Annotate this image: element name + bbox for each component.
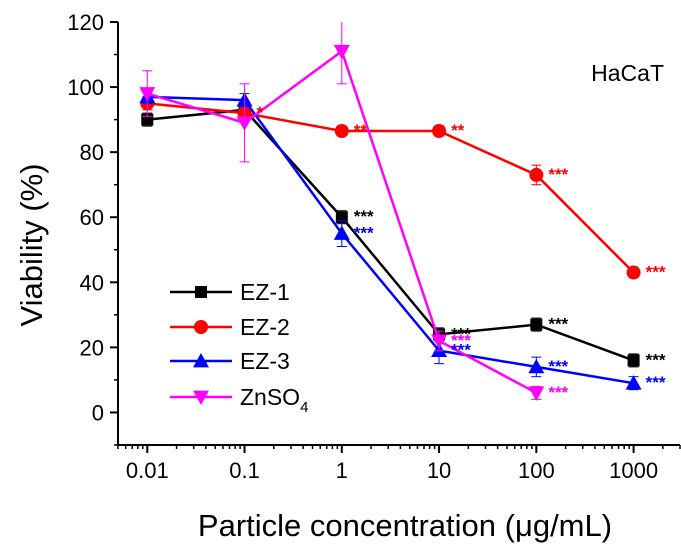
significance-label: *** (451, 331, 471, 350)
legend-label: EZ-1 (240, 279, 290, 305)
series-line (147, 102, 635, 274)
x-tick-label: 1 (336, 458, 348, 483)
series-ZnSO4 (139, 22, 545, 401)
y-tick-label: 20 (80, 335, 104, 360)
significance-label: ** (354, 121, 368, 140)
legend-marker (193, 390, 209, 405)
data-point (528, 386, 545, 401)
data-group (139, 22, 642, 401)
significance-label: *** (354, 207, 374, 226)
series-line (147, 95, 634, 385)
data-point (529, 167, 544, 182)
significance-label: *** (646, 373, 666, 392)
series-EZ-2 (140, 96, 641, 280)
legend-marker (193, 353, 209, 368)
data-point (528, 358, 545, 374)
data-point (431, 334, 448, 349)
legend-label: EZ-2 (240, 314, 290, 340)
x-tick-label: 1000 (609, 458, 658, 483)
legend-label: EZ-3 (240, 348, 290, 374)
legend-label-main: ZnSO (240, 384, 300, 410)
significance-label: *** (548, 357, 568, 376)
data-point (333, 225, 350, 240)
legend: EZ-1 EZ-2 EZ-3 ZnSO4 (170, 279, 308, 416)
significance-label: *** (548, 315, 568, 334)
y-tick-label: 0 (92, 400, 104, 425)
data-point (236, 116, 253, 131)
y-tick-label: 60 (80, 205, 104, 230)
data-point (625, 375, 642, 390)
y-tick-label: 100 (67, 75, 104, 100)
x-tick-label: 100 (518, 458, 555, 483)
y-tick-label: 80 (80, 140, 104, 165)
x-axis-label-main: Particle concentration ( (198, 508, 516, 543)
significance-label: *** (548, 383, 568, 402)
legend-marker (195, 286, 207, 298)
data-point (334, 124, 349, 139)
x-tick-label: 10 (427, 458, 451, 483)
data-point (432, 124, 447, 139)
x-tick-label: 0.01 (126, 458, 169, 483)
data-point (626, 265, 641, 280)
legend-label-main: EZ-2 (240, 314, 290, 340)
series-EZ-3 (139, 88, 642, 391)
x-tick-label: 0.1 (229, 458, 260, 483)
y-tick-label: 120 (67, 10, 104, 35)
significance-label: * (257, 103, 264, 122)
significance-label: *** (646, 263, 666, 282)
significance-label: ** (451, 121, 465, 140)
panel-label: HaCaT (591, 60, 664, 86)
x-axis-label-unit: μg/mL) (515, 508, 612, 543)
legend-label: ZnSO4 (240, 384, 308, 416)
significance-label: *** (548, 165, 568, 184)
significance-label: *** (451, 341, 471, 360)
legend-marker (194, 320, 208, 334)
x-axis-label: Particle concentration (μg/mL) (198, 508, 612, 543)
y-tick-label: 40 (80, 270, 104, 295)
data-point (333, 44, 350, 60)
legend-label-subscript: 4 (300, 399, 308, 416)
data-point (530, 318, 543, 331)
significance-label: *** (354, 224, 374, 243)
data-point (139, 87, 156, 102)
significance-label: *** (646, 350, 666, 369)
annotation-group: *************** *************************… (257, 103, 666, 402)
significance-label: *** (451, 324, 471, 343)
legend-label-main: EZ-1 (240, 279, 290, 305)
y-axis-label: Viability (%) (14, 163, 49, 326)
legend-label-main: EZ-3 (240, 348, 290, 374)
data-point (627, 354, 640, 367)
